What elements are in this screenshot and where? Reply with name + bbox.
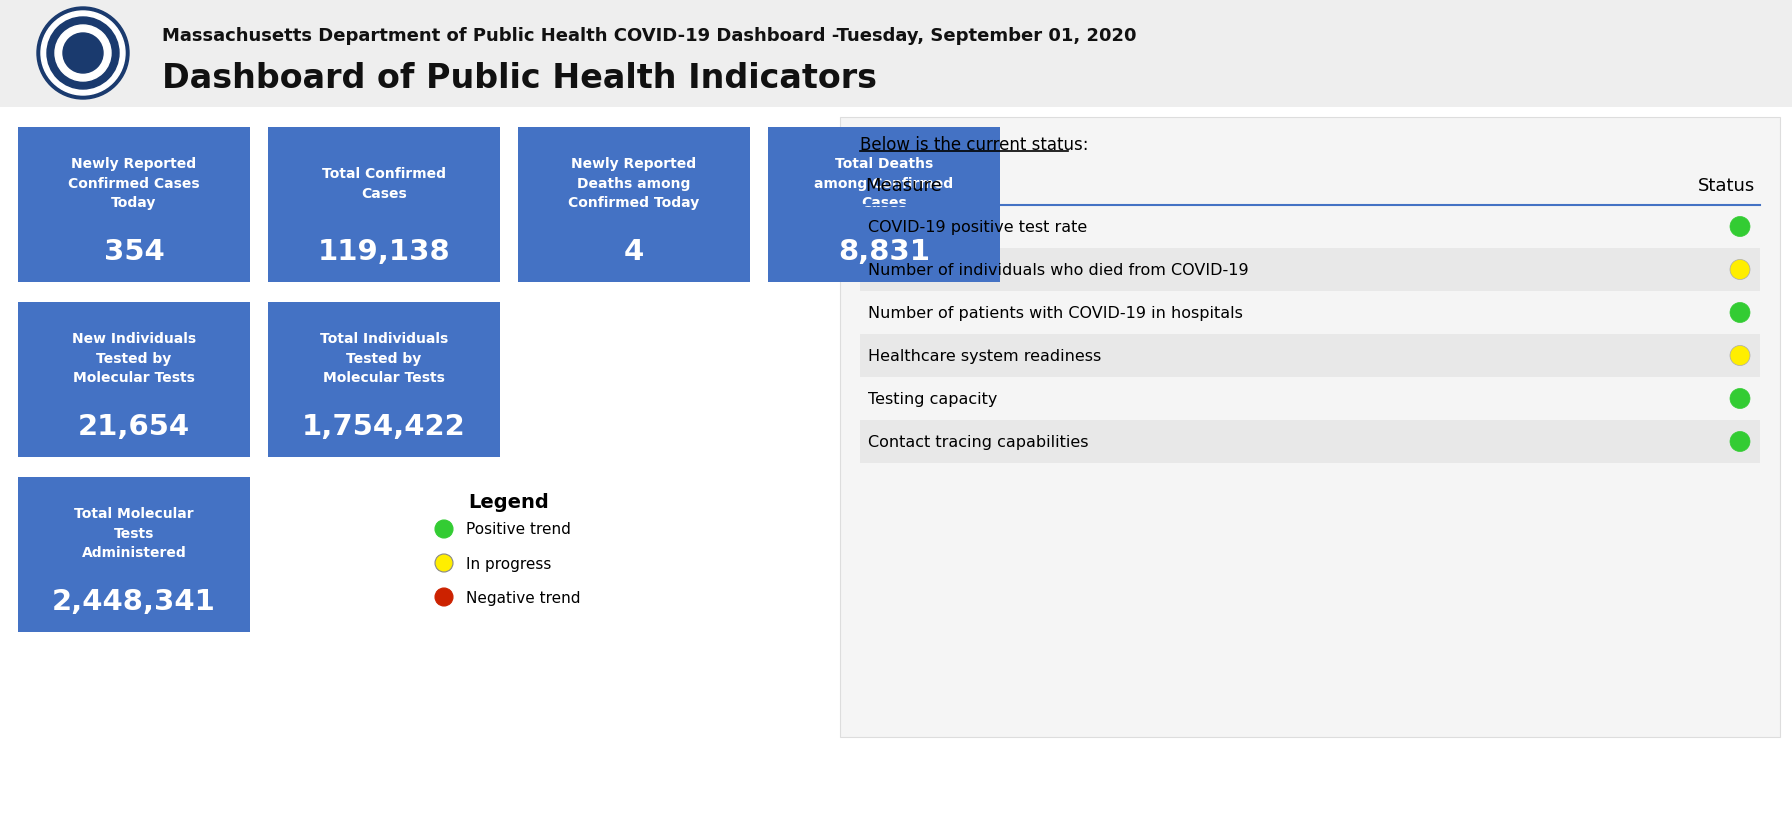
Circle shape: [435, 588, 453, 606]
FancyBboxPatch shape: [860, 420, 1760, 463]
Circle shape: [47, 18, 118, 90]
Circle shape: [1729, 389, 1751, 409]
Text: Newly Reported
Deaths among
Confirmed Today: Newly Reported Deaths among Confirmed To…: [568, 157, 699, 210]
Text: Massachusetts Department of Public Health COVID-19 Dashboard -Tuesday, September: Massachusetts Department of Public Healt…: [161, 27, 1136, 45]
Text: 4: 4: [624, 237, 643, 265]
FancyBboxPatch shape: [840, 118, 1779, 737]
Text: Legend: Legend: [470, 492, 550, 511]
Text: COVID-19 positive test rate: COVID-19 positive test rate: [867, 220, 1088, 235]
Text: Status: Status: [1697, 177, 1754, 195]
FancyBboxPatch shape: [860, 335, 1760, 378]
Text: Measure: Measure: [866, 177, 943, 195]
FancyBboxPatch shape: [18, 128, 251, 283]
Text: Contact tracing capabilities: Contact tracing capabilities: [867, 434, 1088, 449]
Text: 1,754,422: 1,754,422: [303, 413, 466, 441]
Text: Total Molecular
Tests
Administered: Total Molecular Tests Administered: [73, 507, 194, 560]
Text: Number of individuals who died from COVID-19: Number of individuals who died from COVI…: [867, 263, 1249, 278]
Text: Dashboard of Public Health Indicators: Dashboard of Public Health Indicators: [161, 61, 876, 94]
FancyBboxPatch shape: [269, 303, 500, 457]
FancyBboxPatch shape: [518, 128, 751, 283]
Text: Positive trend: Positive trend: [466, 522, 572, 537]
Circle shape: [56, 26, 111, 82]
Text: Negative trend: Negative trend: [466, 590, 581, 605]
Circle shape: [435, 520, 453, 538]
FancyBboxPatch shape: [269, 128, 500, 283]
Circle shape: [63, 34, 102, 74]
Circle shape: [38, 8, 129, 100]
FancyBboxPatch shape: [0, 0, 1792, 108]
Text: 8,831: 8,831: [839, 237, 930, 265]
FancyBboxPatch shape: [769, 128, 1000, 283]
Circle shape: [1729, 304, 1751, 323]
Circle shape: [41, 12, 125, 96]
Text: Total Deaths
among Confirmed
Cases: Total Deaths among Confirmed Cases: [814, 157, 953, 210]
Circle shape: [1729, 432, 1751, 452]
Text: In progress: In progress: [466, 556, 552, 571]
Text: 354: 354: [104, 237, 165, 265]
Circle shape: [1729, 261, 1751, 280]
Circle shape: [1729, 218, 1751, 237]
Text: Healthcare system readiness: Healthcare system readiness: [867, 348, 1102, 364]
FancyBboxPatch shape: [860, 249, 1760, 292]
Text: 119,138: 119,138: [317, 237, 450, 265]
Text: Testing capacity: Testing capacity: [867, 391, 998, 407]
Circle shape: [435, 554, 453, 572]
Text: 2,448,341: 2,448,341: [52, 587, 217, 615]
FancyBboxPatch shape: [18, 477, 251, 632]
Text: Number of patients with COVID-19 in hospitals: Number of patients with COVID-19 in hosp…: [867, 306, 1244, 321]
Text: 21,654: 21,654: [77, 413, 190, 441]
Text: Total Confirmed
Cases: Total Confirmed Cases: [323, 167, 446, 200]
FancyBboxPatch shape: [18, 303, 251, 457]
Text: Below is the current status:: Below is the current status:: [860, 136, 1088, 154]
Text: Total Individuals
Tested by
Molecular Tests: Total Individuals Tested by Molecular Te…: [321, 332, 448, 385]
Circle shape: [1729, 346, 1751, 366]
Text: Newly Reported
Confirmed Cases
Today: Newly Reported Confirmed Cases Today: [68, 157, 201, 210]
Text: New Individuals
Tested by
Molecular Tests: New Individuals Tested by Molecular Test…: [72, 332, 195, 385]
